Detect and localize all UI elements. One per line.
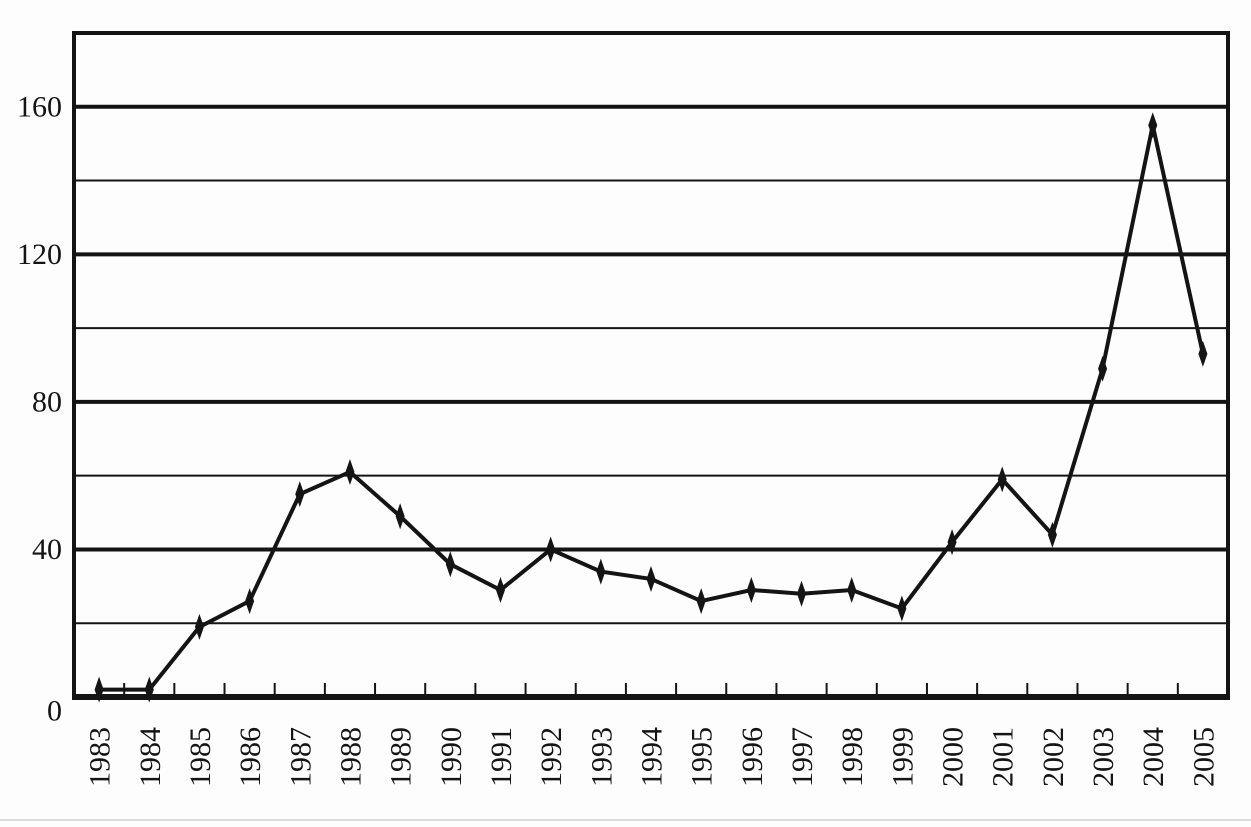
x-axis-label: 2000 [937,727,970,787]
data-point-marker [546,536,556,563]
x-axis-label: 1994 [636,727,669,787]
x-axis-label: 1984 [134,727,167,787]
x-axis-label: 1988 [334,727,367,787]
x-axis-label: 1989 [385,727,418,787]
x-axis-label: 1992 [535,727,568,787]
scan-edge-artifact [0,819,1251,821]
x-axis-label: 2004 [1137,727,1170,787]
data-point-marker [1047,521,1057,548]
x-axis-label: 1991 [485,727,518,787]
y-axis-label: 80 [32,385,62,418]
y-axis-label: 160 [17,90,62,123]
data-point-marker [345,458,355,485]
data-point-marker [646,565,656,592]
data-point-marker [445,551,455,578]
y-axis-label: 120 [17,238,62,271]
x-axis-label: 1983 [84,727,117,787]
x-axis-label: 1998 [836,727,869,787]
data-point-marker [847,577,857,604]
data-point-marker [746,577,756,604]
data-point-marker [1148,112,1158,139]
x-axis-label: 1990 [435,727,468,787]
x-axis-label: 1986 [234,727,267,787]
x-axis-label: 2002 [1037,727,1070,787]
x-axis-label: 1999 [886,727,919,787]
data-point-marker [1198,340,1208,367]
x-axis-label: 1987 [284,727,317,787]
data-point-marker [144,676,154,703]
data-point-marker [897,595,907,622]
data-point-marker [245,588,255,615]
data-point-marker [596,558,606,585]
data-point-marker [194,613,204,640]
x-axis-label: 1995 [686,727,719,787]
data-point-marker [1098,355,1108,382]
data-point-marker [495,577,505,604]
data-point-marker [395,503,405,530]
x-axis-label: 1996 [736,727,769,787]
y-axis-label: 0 [47,695,62,728]
data-point-marker [94,676,104,703]
data-point-marker [797,580,807,607]
data-line [99,124,1205,692]
x-axis-label: 1993 [585,727,618,787]
data-point-marker [696,588,706,615]
data-point-marker [295,481,305,508]
x-axis-label: 1997 [786,727,819,787]
data-point-marker [997,466,1007,493]
x-axis-label: 2001 [987,727,1020,787]
x-axis-label: 2003 [1087,727,1120,787]
data-point-marker [947,529,957,556]
x-axis-label: 1985 [184,727,217,787]
x-axis-label: 2005 [1187,727,1220,787]
y-axis-label: 40 [32,533,62,566]
